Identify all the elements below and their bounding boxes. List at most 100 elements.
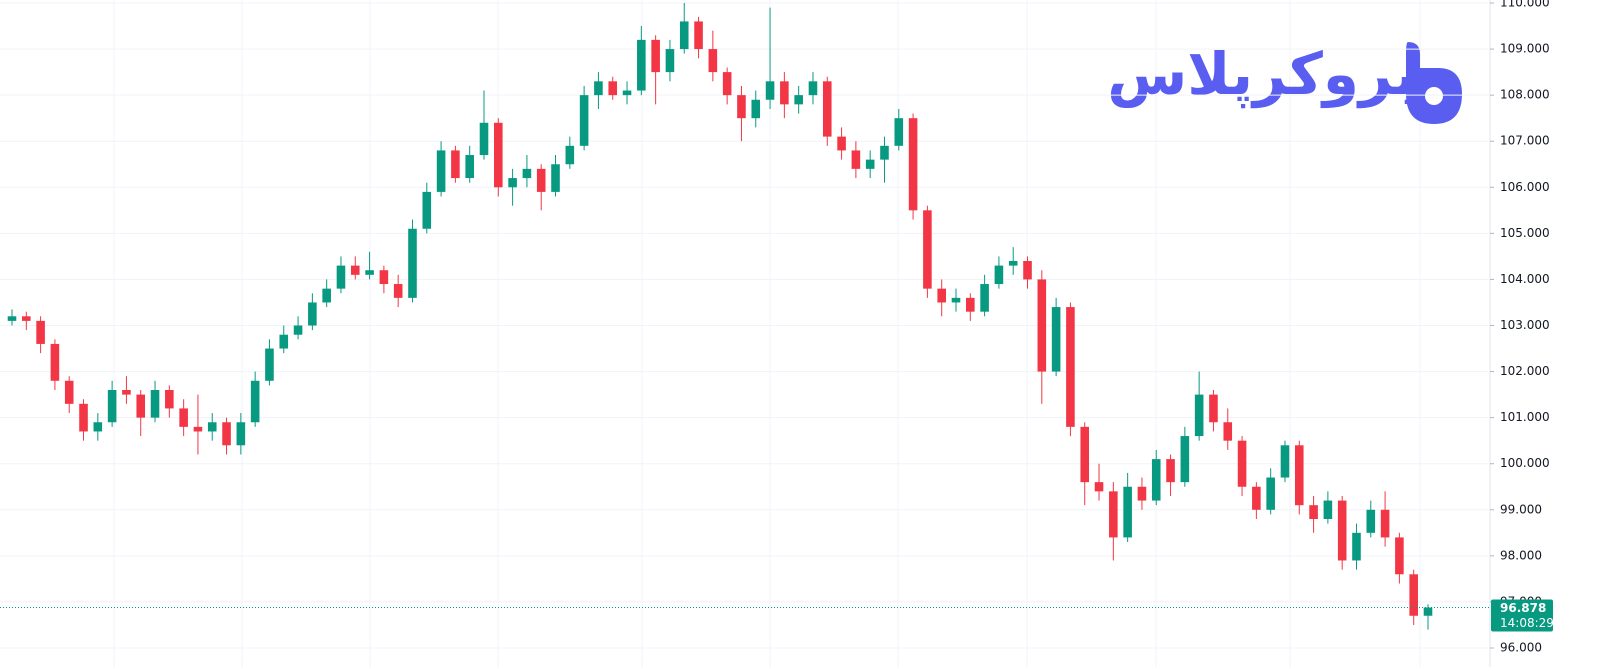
- candle-body: [794, 95, 803, 105]
- candle-body: [64, 380, 74, 404]
- candle-body: [1423, 607, 1433, 616]
- candle-body: [679, 21, 689, 50]
- candle-body: [608, 81, 618, 96]
- candle-body: [336, 265, 346, 289]
- y-tick-label: 106.000: [1500, 180, 1550, 194]
- candle-body: [265, 348, 274, 381]
- candle-body: [22, 316, 31, 321]
- y-tick-label: 107.000: [1500, 134, 1550, 148]
- candle-body: [1051, 307, 1061, 372]
- candle-body: [165, 390, 174, 409]
- candle-body: [1395, 537, 1404, 575]
- candle-body: [36, 320, 45, 344]
- candle-body: [1237, 440, 1247, 487]
- logo-icon: [1406, 42, 1462, 124]
- candle-body: [1066, 307, 1075, 427]
- candle-body: [1151, 459, 1161, 501]
- y-tick-label: 101.000: [1500, 410, 1550, 424]
- y-tick-label: 100.000: [1500, 456, 1550, 470]
- candle-body: [1180, 436, 1190, 483]
- candle-body: [494, 122, 503, 188]
- candle-body: [236, 422, 246, 446]
- last-price-box: [1491, 599, 1553, 632]
- candle-body: [937, 288, 946, 303]
- candle-body: [522, 168, 532, 179]
- candle-body: [551, 164, 560, 192]
- countdown-label: 14:08:29: [1500, 616, 1554, 630]
- candle-body: [1352, 532, 1361, 561]
- candle-body: [222, 422, 231, 446]
- candle-body: [708, 49, 718, 73]
- candle-body: [350, 265, 360, 275]
- last-price-label: 96.878: [1500, 601, 1546, 615]
- candle-body: [1366, 509, 1376, 533]
- candle-body: [93, 422, 103, 432]
- y-tick-label: 102.000: [1500, 364, 1550, 378]
- logo: بروکرپلاس: [1107, 40, 1462, 124]
- candle-body: [1023, 261, 1032, 280]
- candle-body: [994, 265, 1004, 285]
- candle-body: [50, 343, 60, 381]
- candle-body: [279, 334, 289, 349]
- candle-body: [322, 288, 331, 303]
- candle-body: [293, 325, 303, 335]
- candle-body: [379, 270, 389, 285]
- candle-body: [565, 145, 575, 165]
- candle-body: [1409, 574, 1418, 616]
- candle-body: [479, 122, 489, 156]
- candle-body: [465, 155, 474, 179]
- candle-body: [1080, 426, 1090, 483]
- y-tick-label: 109.000: [1500, 42, 1550, 56]
- candle-body: [751, 99, 761, 119]
- logo-text: بروکرپلاس: [1107, 40, 1417, 109]
- candle-body: [622, 90, 632, 96]
- candle-body: [851, 150, 861, 169]
- candle-body: [579, 95, 589, 146]
- candle-body: [765, 81, 775, 100]
- candle-body: [79, 403, 88, 432]
- candle-body: [651, 39, 660, 73]
- y-tick-label: 110.000: [1500, 0, 1550, 10]
- candle-body: [1008, 261, 1018, 266]
- candle-body: [408, 228, 417, 298]
- candle-body: [808, 81, 818, 96]
- candle-body: [536, 168, 546, 192]
- candle-body: [694, 21, 703, 50]
- candle-body: [1280, 445, 1290, 478]
- candle-body: [1223, 422, 1233, 441]
- candle-body: [637, 39, 646, 91]
- logo-icon-hole: [1425, 87, 1443, 105]
- candle-body: [594, 81, 603, 96]
- candle-body: [1094, 482, 1104, 492]
- candle-body: [1109, 491, 1118, 538]
- candle-body: [837, 136, 846, 151]
- candle-body: [1037, 279, 1047, 372]
- candle-body: [451, 150, 460, 179]
- candle-body: [308, 302, 317, 326]
- candle-body: [1266, 477, 1275, 510]
- candle-body: [865, 159, 875, 169]
- y-tick-label: 104.000: [1500, 272, 1550, 286]
- candle-body: [1137, 486, 1147, 501]
- y-tick-label: 105.000: [1500, 226, 1550, 240]
- candle-body: [1380, 509, 1390, 538]
- plot: 96.00097.00098.00099.000100.000101.00010…: [0, 0, 1554, 655]
- candle-body: [1123, 486, 1132, 538]
- candle-body: [179, 408, 188, 427]
- candle-body: [1194, 394, 1204, 437]
- candle-body: [1323, 500, 1333, 519]
- candle-body: [1337, 500, 1347, 561]
- candle-body: [150, 390, 160, 418]
- candle-body: [122, 390, 131, 395]
- candle-body: [665, 49, 675, 73]
- candle-body: [508, 178, 517, 188]
- candle-body: [923, 210, 932, 289]
- candle-body: [980, 284, 989, 312]
- candle-body: [1309, 505, 1318, 519]
- candle-body: [894, 118, 904, 146]
- candle-body: [966, 297, 975, 312]
- candle-body: [1209, 394, 1218, 423]
- candle-body: [422, 191, 432, 229]
